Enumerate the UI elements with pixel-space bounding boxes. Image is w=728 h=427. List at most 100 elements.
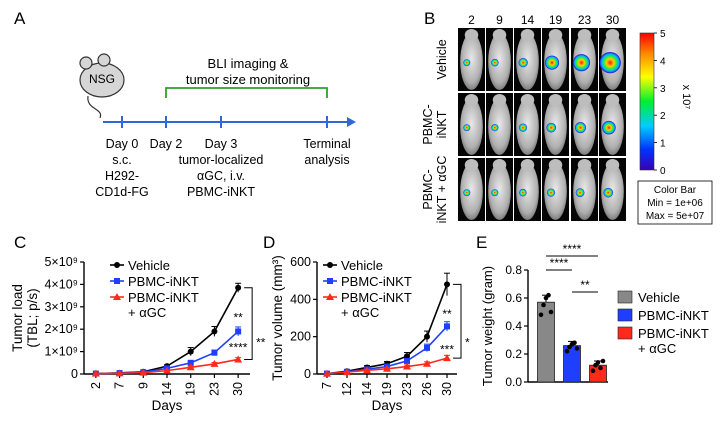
bli-signal bbox=[463, 124, 471, 132]
colorbar-legend-title: Color Bar bbox=[654, 185, 697, 196]
bli-image bbox=[542, 158, 569, 221]
data-point bbox=[574, 346, 580, 351]
x-tick-label: 9 bbox=[136, 382, 150, 389]
significance-marker: *** bbox=[440, 342, 454, 356]
y-axis-label: (TBL; p/s) bbox=[25, 288, 40, 347]
timeline-day-label: Day 3 bbox=[205, 137, 238, 151]
data-point bbox=[211, 328, 218, 335]
data-point bbox=[235, 284, 242, 291]
timeline-day-label: Day 0 bbox=[106, 137, 139, 151]
significance-marker: ** bbox=[256, 336, 266, 350]
significance-marker: **** bbox=[550, 256, 569, 270]
significance-marker: **** bbox=[229, 341, 248, 355]
y-axis-label: Tumor volume (mm³) bbox=[270, 255, 285, 381]
data-point bbox=[91, 369, 100, 377]
legend-swatch bbox=[617, 326, 633, 340]
y-tick-label: 0.4 bbox=[505, 319, 522, 333]
y-tick-label: 3×10⁹ bbox=[44, 300, 78, 314]
x-tick-label: 30 bbox=[440, 382, 454, 396]
bli-image bbox=[486, 158, 513, 221]
bli-day-label: 2 bbox=[468, 13, 475, 27]
bli-image bbox=[514, 28, 541, 91]
mouse-silhouette bbox=[488, 33, 511, 90]
mouse-head bbox=[548, 29, 563, 41]
colorbar-legend-max: Max = 5e+07 bbox=[646, 211, 705, 222]
x-tick-label: 19 bbox=[380, 382, 394, 396]
mouse-silhouette bbox=[516, 163, 539, 220]
legend-label: PBMC-iNKT bbox=[128, 290, 199, 305]
x-tick-label: 23 bbox=[207, 382, 221, 396]
bli-day-label: 14 bbox=[521, 13, 535, 27]
timeline-detail-line: αGC, i.v. bbox=[197, 169, 245, 183]
mouse-head bbox=[520, 159, 535, 171]
data-point bbox=[572, 340, 577, 346]
data-point bbox=[564, 348, 570, 354]
mouse-head bbox=[548, 94, 563, 106]
mouse-label: NSG bbox=[89, 72, 115, 86]
bli-signal bbox=[463, 59, 471, 67]
data-point bbox=[235, 328, 242, 335]
legend-marker bbox=[113, 293, 121, 300]
bli-signal bbox=[599, 52, 621, 74]
y-tick-label: 0.8 bbox=[505, 263, 522, 277]
data-point bbox=[404, 353, 410, 360]
legend-label: + αGC bbox=[638, 341, 676, 356]
mouse-silhouette bbox=[460, 33, 483, 90]
x-axis-label: Days bbox=[372, 398, 403, 413]
data-point bbox=[444, 281, 450, 288]
bli-day-labels: 2 9 14 19 23 30 bbox=[468, 13, 619, 27]
data-point bbox=[210, 359, 219, 367]
data-point bbox=[424, 344, 430, 351]
data-point bbox=[424, 333, 430, 340]
bli-image bbox=[514, 93, 541, 156]
bli-image bbox=[542, 28, 569, 91]
data-point bbox=[403, 362, 411, 370]
bli-image bbox=[599, 28, 626, 91]
legend-marker bbox=[327, 278, 333, 284]
y-tick-label: 0 bbox=[304, 367, 311, 381]
data-point bbox=[444, 323, 450, 330]
legend-marker bbox=[327, 262, 333, 268]
bli-row-label: PBMC- bbox=[421, 104, 435, 144]
mouse-head bbox=[492, 94, 507, 106]
bli-image bbox=[486, 93, 513, 156]
bli-signal bbox=[546, 122, 557, 133]
legend-label: PBMC-iNKT bbox=[341, 290, 412, 305]
bli-signal bbox=[544, 55, 560, 70]
y-tick-label: 5×10⁹ bbox=[44, 255, 78, 269]
legend-label: PBMC-iNKT bbox=[128, 274, 199, 289]
bli-signal bbox=[518, 123, 528, 132]
colorbar-legend-min: Min = 1e+06 bbox=[647, 198, 703, 209]
y-tick-label: 0.0 bbox=[505, 375, 522, 389]
legend-swatch bbox=[617, 308, 633, 322]
bli-day-label: 19 bbox=[549, 13, 563, 27]
bli-day-label: 9 bbox=[496, 13, 503, 27]
timeline-ticks bbox=[121, 116, 328, 128]
x-tick-label: 30 bbox=[231, 382, 245, 396]
y-axis-label: Tumor weight (gram) bbox=[480, 266, 495, 386]
bli-signal bbox=[519, 188, 527, 197]
mouse-head bbox=[577, 94, 592, 106]
colorbar-tick-label: 1 bbox=[660, 139, 666, 150]
mouse-silhouette bbox=[544, 163, 567, 220]
significance-marker: ** bbox=[442, 307, 452, 321]
chart-d-tumor-volume: 0 200 400 600 7 12 14 19 23 26 30 Days Tumor volume … bbox=[270, 255, 470, 413]
legend-label: PBMC-iNKT bbox=[638, 326, 709, 341]
data-point bbox=[115, 369, 124, 377]
bli-signal bbox=[491, 124, 499, 132]
bli-image bbox=[571, 158, 598, 221]
mouse-head bbox=[464, 94, 479, 106]
y-tick-label: 200 bbox=[290, 330, 311, 344]
data-point bbox=[234, 355, 243, 363]
mouse-head bbox=[577, 29, 592, 41]
significance-marker: **** bbox=[563, 242, 582, 256]
y-tick-label: 0.2 bbox=[505, 347, 522, 361]
data-point bbox=[187, 348, 194, 355]
panel-b-letter: B bbox=[424, 9, 435, 28]
bli-signal bbox=[575, 188, 585, 197]
legend-swatch bbox=[617, 290, 633, 304]
bli-image-grid bbox=[458, 28, 626, 221]
bli-signal bbox=[518, 58, 528, 68]
